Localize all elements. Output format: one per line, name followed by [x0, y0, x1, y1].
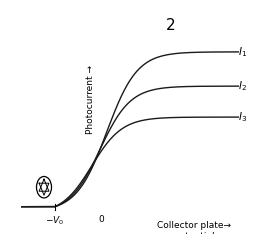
Text: Collector plate→
potential: Collector plate→ potential	[157, 221, 231, 234]
Text: $I_2$: $I_2$	[238, 79, 247, 93]
Text: $-V_0$: $-V_0$	[45, 215, 64, 227]
Text: $I_3$: $I_3$	[238, 110, 247, 124]
Text: Photocurrent →: Photocurrent →	[86, 65, 95, 134]
Text: 2: 2	[166, 18, 176, 33]
Text: $I_1$: $I_1$	[238, 45, 247, 59]
Text: 0: 0	[98, 215, 104, 223]
